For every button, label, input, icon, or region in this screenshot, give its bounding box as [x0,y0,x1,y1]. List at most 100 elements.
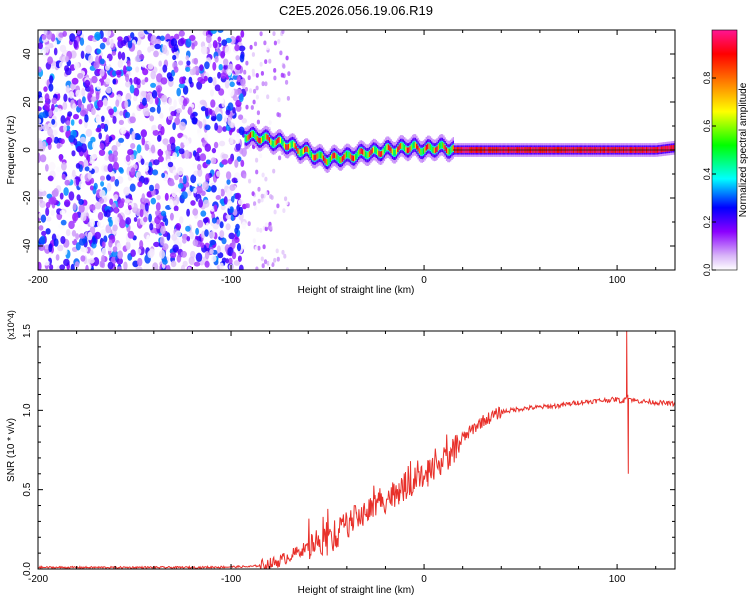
signal-core [304,146,306,153]
noise-cell [219,230,225,238]
noise-cell [43,86,48,92]
noise-cell [130,249,136,257]
noise-cell [232,107,236,114]
noise-cell [248,146,253,152]
noise-cell [217,30,224,33]
signal-core [379,151,382,158]
noise-cell [192,208,199,216]
y-tick-label: 40 [22,48,33,60]
noise-cell [38,225,44,231]
signal-core [422,148,425,155]
noise-cell [273,40,277,46]
noise-cell [284,196,288,202]
noise-cell [207,76,213,84]
noise-cell [63,93,68,103]
noise-cell [64,179,71,186]
noise-cell [248,88,253,94]
x-tick-label: 0 [421,574,427,585]
noise-cell [281,249,285,255]
noise-cell [108,153,115,163]
noise-cell [158,60,162,67]
signal-core [340,157,342,163]
noise-cell [172,152,178,160]
noise-cell [150,144,156,154]
noise-cell [73,40,78,49]
signal-core [449,147,452,154]
noise-cell [219,244,226,255]
signal-core [409,146,411,152]
noise-cell [263,90,267,95]
noise-cell [81,143,87,153]
noise-cell [105,209,111,218]
noise-cell [109,198,113,205]
noise-cell [199,64,204,71]
noise-cell [38,118,42,124]
noise-cell [93,257,100,267]
signal-core [275,139,277,146]
noise-cell [175,230,181,237]
noise-cell [210,99,216,108]
noise-cell [120,198,125,204]
spectrogram-y-label: Frequency (Hz) [6,116,17,185]
noise-cell [57,108,63,117]
noise-cell [41,34,47,40]
noise-cell [144,77,149,83]
noise-cell [152,124,157,131]
noise-cell [251,191,255,197]
noise-cell [74,261,80,268]
signal-core [671,145,673,151]
noise-cell [133,87,140,97]
noise-cell [53,136,59,144]
signal-core [313,154,315,161]
signal-core [374,146,376,153]
noise-cell [227,116,232,126]
noise-cell [93,182,98,190]
noise-cell [124,99,129,109]
noise-cell [66,210,72,218]
noise-cell [110,175,116,182]
noise-cell [178,216,184,224]
noise-cell [83,159,89,167]
noise-cell [260,197,264,203]
noise-cell [114,216,120,226]
noise-cell [157,134,162,142]
noise-cell [209,108,213,115]
noise-cell [124,198,131,204]
noise-cell [179,76,185,85]
noise-cell [41,141,47,150]
x-tick-label: 100 [609,574,626,585]
signal-core [267,135,269,141]
noise-cell [145,202,149,212]
noise-cell [65,67,72,76]
noise-cell [95,91,100,101]
noise-cell [263,259,268,265]
noise-cell [53,47,58,56]
noise-cell [193,57,199,65]
noise-cell [272,31,276,36]
noise-cell [192,163,197,169]
noise-cell [45,228,51,235]
noise-cell [43,102,50,111]
noise-cell [263,40,267,46]
signal-core [364,151,367,158]
noise-cell [129,183,136,192]
noise-cell [75,242,81,251]
noise-cell [169,252,177,259]
noise-cell [256,119,260,125]
noise-cell [224,45,231,55]
noise-cell [62,101,68,111]
signal-core [666,145,668,152]
noise-cell [162,44,168,55]
noise-cell [148,213,153,223]
noise-cell [273,257,277,263]
noise-cell [136,98,141,107]
signal-core [298,149,300,156]
noise-cell [264,226,268,232]
signal-core [249,132,252,138]
signal-core [331,154,333,160]
noise-cell [57,244,64,252]
noise-cell [84,114,89,123]
noise-cell [112,224,118,232]
noise-cell [90,177,95,184]
noise-cell [273,209,277,215]
